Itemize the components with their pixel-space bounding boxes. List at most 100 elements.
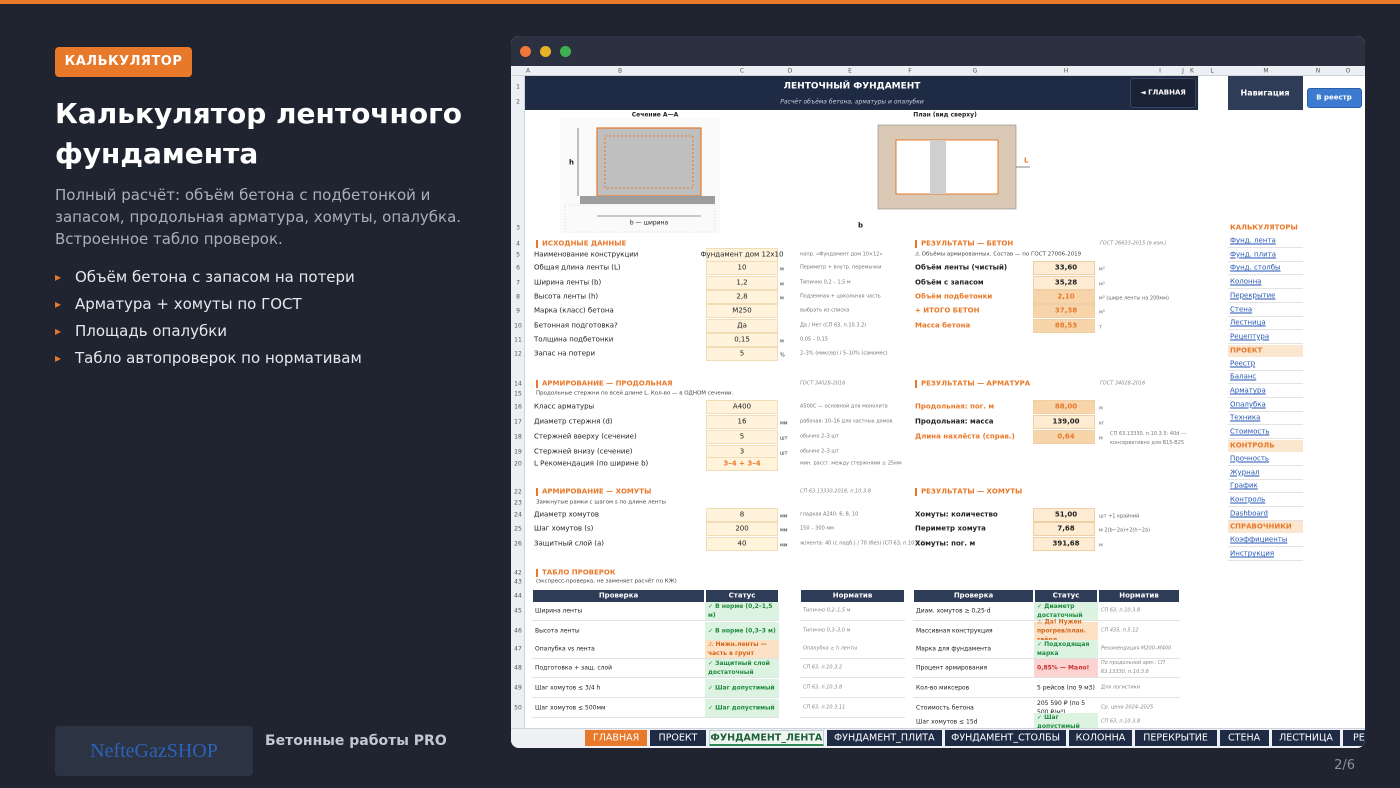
row-number: 22: [514, 488, 522, 496]
input-label: Ширина ленты (b): [534, 278, 602, 287]
result-value: 391,68: [1052, 539, 1080, 548]
nav-link[interactable]: График: [1230, 481, 1258, 490]
result-label: Объём подбетонки: [915, 292, 993, 301]
registry-button[interactable]: [1307, 88, 1362, 108]
plan-inner: [895, 139, 999, 195]
input-value: 10: [737, 263, 747, 272]
sheet-tab[interactable]: [1271, 730, 1341, 746]
sheet-tab-label[interactable]: ФУНДАМЕНТ_СТОЛБЫ: [951, 732, 1061, 744]
column-letter: H: [1063, 67, 1069, 75]
nav-link[interactable]: Лестница: [1230, 318, 1266, 327]
nav-link[interactable]: Арматура: [1230, 386, 1266, 395]
section-heading: АРМИРОВАНИЕ — ХОМУТЫ: [542, 487, 652, 496]
nav-link[interactable]: Коэффициенты: [1230, 535, 1288, 544]
input-unit: м: [780, 281, 784, 288]
dimension-label: h: [569, 158, 574, 167]
column-letter: O: [1345, 67, 1351, 75]
sheet-tab[interactable]: [826, 730, 942, 746]
nav-link[interactable]: Журнал: [1230, 468, 1260, 476]
registry-button-label[interactable]: В реестр: [1316, 93, 1352, 102]
table-cell-text: Подготовка + защ. слой: [535, 664, 613, 672]
table-cell: [1034, 679, 1098, 698]
table-cell-text: Процент армирования: [916, 664, 988, 672]
row-number: 48: [514, 664, 522, 672]
sheet-tab[interactable]: [944, 730, 1067, 746]
nav-underline: [1228, 342, 1303, 344]
table-cell-text: Рекомендация M200–M400: [1101, 645, 1172, 652]
home-button[interactable]: [1130, 78, 1196, 108]
table-cell-text: Массивная конструкция: [916, 627, 993, 635]
nav-link[interactable]: Опалубка: [1230, 400, 1266, 409]
window-minimize[interactable]: [540, 46, 551, 57]
table-cell: [532, 640, 705, 659]
table-cell: [1034, 640, 1098, 659]
nav-link[interactable]: Баланс: [1230, 372, 1257, 381]
sheet-tab[interactable]: [1343, 730, 1365, 746]
sheet-tab-label[interactable]: КОЛОННА: [1075, 732, 1126, 744]
nav-link[interactable]: Фунд. лента: [1230, 236, 1276, 245]
nav-link[interactable]: Инструкция: [1230, 549, 1275, 558]
table-cell-text: ✓ В норме (0,3–3 м): [708, 627, 776, 635]
input-label: Класс арматуры: [534, 402, 595, 411]
input-note: 0,05 – 0,15: [800, 336, 828, 343]
input-value: A400: [732, 402, 752, 411]
sheet-tab[interactable]: [1069, 730, 1132, 746]
sheet-tab-label[interactable]: ГЛАВНАЯ: [592, 732, 640, 744]
sheet-tab-label[interactable]: ПРОЕКТ: [658, 732, 698, 744]
result-value: 35,28: [1054, 278, 1078, 287]
nav-link[interactable]: Колонна: [1230, 277, 1262, 286]
sheet-tab[interactable]: [650, 730, 706, 746]
nav-link[interactable]: Стена: [1230, 305, 1253, 313]
section-heading: АРМИРОВАНИЕ — ПРОДОЛЬНАЯ: [542, 379, 673, 388]
sheet-tab[interactable]: [585, 730, 648, 746]
row-number: 42: [514, 569, 522, 577]
table-cell: [800, 602, 905, 621]
table-cell-text: ✓ Шаг допустимый: [708, 684, 775, 692]
column-letter: C: [739, 67, 745, 75]
nav-underline: [1228, 492, 1303, 494]
input-cell: [706, 415, 778, 429]
sheet-tab-label[interactable]: ЛЕСТНИЦА: [1279, 732, 1333, 744]
section-note: ⚠ Объёмы армированных. Состав — по ГОСТ …: [915, 251, 1082, 258]
nav-link[interactable]: Перекрытие: [1230, 291, 1276, 300]
nav-link[interactable]: Прочность: [1230, 454, 1270, 463]
row-number: 6: [516, 264, 520, 272]
window-maximize[interactable]: [560, 46, 571, 57]
sheet-tab[interactable]: [708, 730, 824, 746]
sheet-tab[interactable]: [1219, 730, 1269, 746]
result-label: Хомуты: пог. м: [915, 539, 976, 548]
row-number: 49: [514, 684, 522, 692]
table-cell: [1098, 640, 1180, 659]
row-number: 9: [516, 307, 520, 315]
section-heading: ТАБЛО ПРОВЕРОК: [542, 568, 616, 577]
row-number: 43: [514, 578, 522, 586]
home-button-label[interactable]: ◄ ГЛАВНАЯ: [1140, 88, 1186, 97]
bullet: Объём бетона с запасом на потери: [55, 266, 362, 293]
nav-link[interactable]: Dashboard: [1230, 509, 1268, 518]
nav-link[interactable]: Реестр: [1230, 359, 1256, 368]
sheet-tab-label[interactable]: РЕЦЕПТУРА: [1353, 732, 1365, 744]
table-cell-text: 5 рейсов (по 9 м3): [1037, 684, 1095, 692]
result-label: Периметр хомута: [915, 524, 986, 533]
nav-link[interactable]: Техника: [1230, 413, 1261, 422]
nav-link[interactable]: Стоимость: [1230, 427, 1270, 436]
row-number: 15: [514, 390, 522, 398]
nav-link[interactable]: Рецептура: [1230, 332, 1270, 341]
sheet-tab[interactable]: [1134, 730, 1217, 746]
nav-underline: [1228, 505, 1303, 507]
table-cell: [532, 659, 705, 678]
table-cell: [800, 679, 905, 698]
nav-group-bg: [1228, 521, 1303, 534]
page-number: 2/6: [1334, 758, 1355, 773]
sheet-tab-label[interactable]: ФУНДАМЕНТ_ПЛИТА: [833, 732, 935, 744]
table-cell-text: СП 63, п.10.3.2: [803, 664, 843, 671]
table-cell: [913, 640, 1034, 659]
sheet-tab-label[interactable]: ПЕРЕКРЫТИЕ: [1143, 732, 1208, 744]
window-close[interactable]: [520, 46, 531, 57]
sheet-tab-label[interactable]: ФУНДАМЕНТ_ЛЕНТА: [710, 732, 823, 744]
nav-link[interactable]: Фунд. плита: [1230, 250, 1277, 259]
nav-link[interactable]: Фунд. столбы: [1230, 263, 1281, 272]
sheet-tab-label[interactable]: СТЕНА: [1228, 732, 1261, 744]
nav-link[interactable]: Контроль: [1230, 495, 1266, 504]
nav-underline: [1228, 329, 1303, 331]
